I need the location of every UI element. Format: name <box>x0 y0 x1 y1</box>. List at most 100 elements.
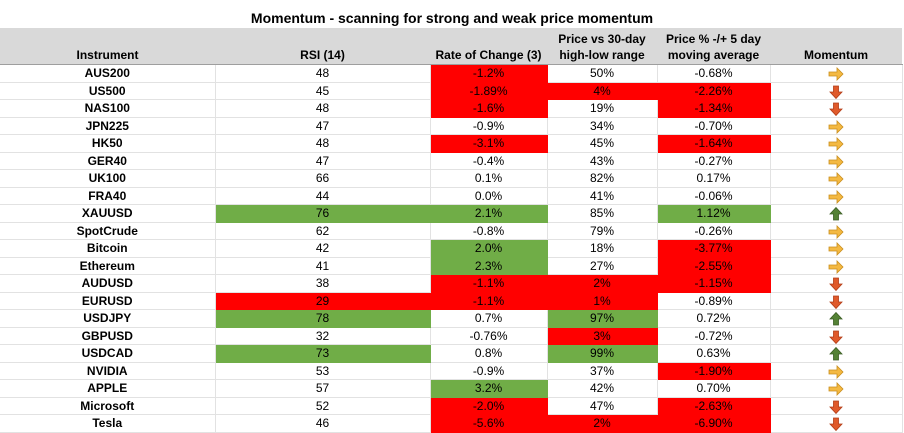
rsi-cell: 66 <box>215 169 431 188</box>
table-row: Microsoft 52 -2.0% 47% -2.63% <box>0 397 903 415</box>
rsi-cell: 45 <box>215 82 431 100</box>
rsi-cell: 47 <box>215 117 431 135</box>
momentum-cell <box>770 152 903 170</box>
moving-average-cell: 0.70% <box>657 379 771 398</box>
instrument-cell: FRA40 <box>0 187 216 205</box>
rate-of-change-cell: -0.4% <box>430 152 548 170</box>
table-row: US500 45 -1.89% 4% -2.26% <box>0 82 903 100</box>
moving-average-cell: -6.90% <box>657 414 771 433</box>
momentum-cell <box>770 187 903 205</box>
rate-of-change-cell: -0.8% <box>430 222 548 240</box>
table-row: FRA40 44 0.0% 41% -0.06% <box>0 187 903 205</box>
momentum-cell <box>770 309 903 328</box>
momentum-cell <box>770 239 903 258</box>
table-row: AUS200 48 -1.2% 50% -0.68% <box>0 64 903 83</box>
rate-of-change-cell: 2.1% <box>430 204 548 223</box>
price-range-cell: 37% <box>547 362 658 380</box>
rate-of-change-cell: -0.9% <box>430 362 548 380</box>
moving-average-cell: 0.63% <box>657 344 771 363</box>
moving-average-cell: -2.55% <box>657 257 771 275</box>
momentum-cell <box>770 344 903 363</box>
arrow-right-icon <box>828 154 844 169</box>
table-row: GER40 47 -0.4% 43% -0.27% <box>0 152 903 170</box>
rate-of-change-cell: 0.8% <box>430 344 548 363</box>
instrument-cell: Tesla <box>0 414 216 433</box>
rate-of-change-cell: -1.2% <box>430 64 548 83</box>
rate-of-change-cell: 0.7% <box>430 309 548 328</box>
table-row: USDCAD 73 0.8% 99% 0.63% <box>0 344 903 363</box>
price-range-cell: 3% <box>547 327 658 345</box>
price-range-cell: 50% <box>547 64 658 83</box>
instrument-cell: Bitcoin <box>0 239 216 258</box>
moving-average-cell: -0.70% <box>657 117 771 135</box>
instrument-cell: HK50 <box>0 134 216 153</box>
moving-average-cell: 0.17% <box>657 169 771 188</box>
moving-average-cell: -0.26% <box>657 222 771 240</box>
moving-average-cell: -0.68% <box>657 64 771 83</box>
table-row: APPLE 57 3.2% 42% 0.70% <box>0 379 903 398</box>
header-instrument: Instrument <box>0 28 215 65</box>
arrow-down-icon <box>828 276 844 292</box>
momentum-cell <box>770 379 903 398</box>
rate-of-change-cell: 2.0% <box>430 239 548 258</box>
arrow-right-icon <box>828 364 844 379</box>
instrument-cell: UK100 <box>0 169 216 188</box>
rsi-cell: 41 <box>215 257 431 275</box>
momentum-cell <box>770 117 903 135</box>
header-moving-average: Price % -/+ 5 day moving average <box>657 28 770 65</box>
moving-average-cell: 1.12% <box>657 204 771 223</box>
table-row: AUDUSD 38 -1.1% 2% -1.15% <box>0 274 903 293</box>
arrow-right-icon <box>828 119 844 134</box>
moving-average-cell: -3.77% <box>657 239 771 258</box>
instrument-cell: GER40 <box>0 152 216 170</box>
moving-average-cell: -1.64% <box>657 134 771 153</box>
price-range-cell: 18% <box>547 239 658 258</box>
instrument-cell: NAS100 <box>0 99 216 118</box>
rsi-cell: 73 <box>215 344 431 363</box>
moving-average-cell: -1.90% <box>657 362 771 380</box>
instrument-cell: US500 <box>0 82 216 100</box>
rate-of-change-cell: -0.76% <box>430 327 548 345</box>
rate-of-change-cell: -1.6% <box>430 99 548 118</box>
rate-of-change-cell: -1.89% <box>430 82 548 100</box>
instrument-cell: GBPUSD <box>0 327 216 345</box>
header-rsi: RSI (14) <box>215 28 430 65</box>
instrument-cell: AUDUSD <box>0 274 216 293</box>
table-row: UK100 66 0.1% 82% 0.17% <box>0 169 903 188</box>
instrument-cell: USDJPY <box>0 309 216 328</box>
rate-of-change-cell: -1.1% <box>430 292 548 310</box>
rsi-cell: 44 <box>215 187 431 205</box>
momentum-cell <box>770 134 903 153</box>
rsi-cell: 46 <box>215 414 431 433</box>
momentum-cell <box>770 362 903 380</box>
price-range-cell: 42% <box>547 379 658 398</box>
price-range-cell: 47% <box>547 397 658 415</box>
rsi-cell: 76 <box>215 204 431 223</box>
momentum-cell <box>770 414 903 433</box>
price-range-cell: 2% <box>547 414 658 433</box>
momentum-cell <box>770 99 903 118</box>
instrument-cell: AUS200 <box>0 64 216 83</box>
header-price-range: Price vs 30-day high-low range <box>547 28 657 65</box>
momentum-cell <box>770 204 903 223</box>
rsi-cell: 32 <box>215 327 431 345</box>
momentum-cell <box>770 292 903 310</box>
rsi-cell: 48 <box>215 134 431 153</box>
rsi-cell: 62 <box>215 222 431 240</box>
price-range-cell: 2% <box>547 274 658 293</box>
rate-of-change-cell: 3.2% <box>430 379 548 398</box>
rate-of-change-cell: 0.0% <box>430 187 548 205</box>
table-row: Ethereum 41 2.3% 27% -2.55% <box>0 257 903 275</box>
moving-average-cell: -0.89% <box>657 292 771 310</box>
rsi-cell: 29 <box>215 292 431 310</box>
arrow-right-icon <box>828 136 844 152</box>
rsi-cell: 53 <box>215 362 431 380</box>
moving-average-cell: -1.15% <box>657 274 771 293</box>
rate-of-change-cell: 2.3% <box>430 257 548 275</box>
moving-average-cell: -2.26% <box>657 82 771 100</box>
rsi-cell: 42 <box>215 239 431 258</box>
instrument-cell: APPLE <box>0 379 216 398</box>
moving-average-cell: -1.34% <box>657 99 771 118</box>
price-range-cell: 79% <box>547 222 658 240</box>
arrow-down-icon <box>828 294 844 309</box>
